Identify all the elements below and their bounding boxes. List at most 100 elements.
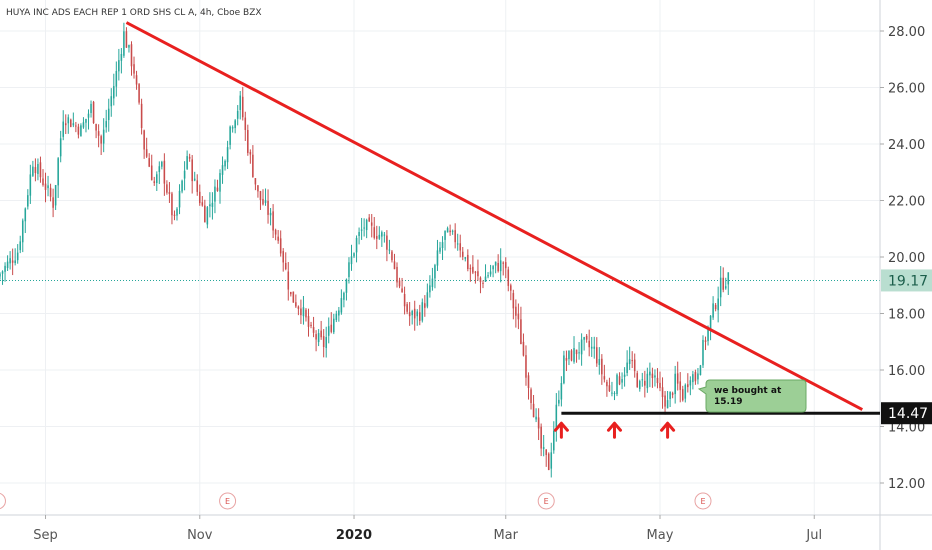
candle-body (211, 202, 214, 207)
candle-body (57, 158, 59, 186)
earnings-label: E (700, 497, 705, 506)
candle-body (80, 125, 82, 137)
candle-body (644, 380, 646, 386)
candle-down (687, 373, 689, 393)
candle-body (135, 75, 138, 85)
candle-body (408, 312, 411, 317)
candle-body (247, 129, 249, 153)
resistance-trendline[interactable] (125, 21, 863, 411)
candle-up (434, 263, 436, 289)
candle-body (606, 381, 608, 387)
candle-up (558, 390, 560, 407)
candle-body (107, 108, 110, 121)
candle-up (16, 244, 19, 264)
candle-up (32, 160, 34, 177)
candle-down (631, 351, 633, 369)
candle-body (123, 31, 125, 56)
candle-down (204, 199, 206, 223)
candle-body (297, 306, 300, 309)
x-tick-label: Sep (33, 528, 58, 543)
candle-up (358, 227, 360, 245)
up-arrow-icon (660, 421, 676, 439)
candle-up (563, 350, 565, 385)
candle-up (54, 184, 57, 211)
candle-body (264, 200, 267, 203)
candle-down (77, 123, 80, 139)
x-tick-label: 2020 (336, 528, 372, 543)
candle-down (125, 27, 128, 48)
candle-body (694, 372, 697, 382)
candle-body (138, 84, 140, 103)
candle-body (244, 117, 247, 130)
earnings-marker[interactable]: E (0, 492, 6, 510)
candle-up (494, 261, 497, 274)
candle-body (687, 384, 689, 388)
candle-body (573, 348, 575, 362)
candle-up (444, 230, 446, 251)
candle-body (130, 44, 133, 67)
candle-down (664, 391, 666, 415)
candle-up (646, 367, 649, 393)
candle-up (338, 306, 340, 322)
candle-body (441, 242, 444, 249)
earnings-marker[interactable]: E (694, 492, 712, 510)
candle-up (724, 277, 727, 290)
candle-body (102, 129, 105, 144)
candle-body (520, 319, 522, 345)
candle-body (684, 384, 687, 399)
candle-down (370, 214, 373, 238)
candle-body (163, 160, 166, 184)
price-tag-bg (881, 402, 932, 425)
candle-body (578, 352, 580, 354)
candle-down (188, 153, 191, 162)
candle-body (75, 125, 77, 127)
candle-down (413, 300, 416, 331)
candle-up (107, 98, 110, 132)
candle-body (269, 212, 272, 216)
candle-down (52, 188, 54, 218)
candle-down (375, 225, 378, 250)
candle-down (398, 277, 401, 289)
y-tick-label: 12.00 (888, 477, 925, 492)
candle-body (95, 124, 97, 131)
candle-body (631, 360, 633, 362)
candle-down (694, 369, 697, 385)
candle-up (666, 391, 669, 409)
candle-down (601, 354, 603, 385)
arrow-stroke (553, 421, 569, 439)
candle-body (383, 234, 386, 236)
time-axis[interactable]: Sep Nov 2020 Mar May Jul (33, 515, 822, 543)
candle-down (644, 370, 646, 398)
candle-body (633, 359, 636, 372)
candle-body (267, 200, 269, 215)
candle-up (105, 109, 107, 133)
candle-body (477, 271, 479, 277)
candle-down (502, 261, 505, 276)
candle-body (712, 303, 714, 318)
candle-body (1, 271, 4, 274)
candle-up (692, 370, 694, 390)
candle-body (363, 227, 365, 229)
candle-down (191, 155, 193, 194)
price-axis[interactable]: 28.00 26.00 24.00 22.00 20.00 18.00 16.00 14.00… (880, 25, 932, 492)
candle-up (62, 110, 65, 141)
candle-body (396, 266, 398, 283)
candle-body (664, 395, 666, 407)
earnings-marker[interactable]: E (219, 492, 237, 510)
up-arrow-icon (606, 421, 622, 439)
candle-down (135, 70, 138, 90)
candle-body (87, 113, 90, 118)
candle-body (338, 310, 340, 316)
candle-up (719, 266, 722, 307)
candle-body (145, 149, 148, 157)
candle-body (128, 45, 130, 48)
candle-body (115, 71, 118, 87)
candle-body (623, 374, 626, 377)
candle-down (259, 190, 262, 210)
candle-body (284, 262, 287, 270)
candle-down (368, 214, 370, 223)
earnings-marker[interactable]: E (537, 492, 555, 510)
y-tick-label: 18.00 (888, 308, 925, 323)
